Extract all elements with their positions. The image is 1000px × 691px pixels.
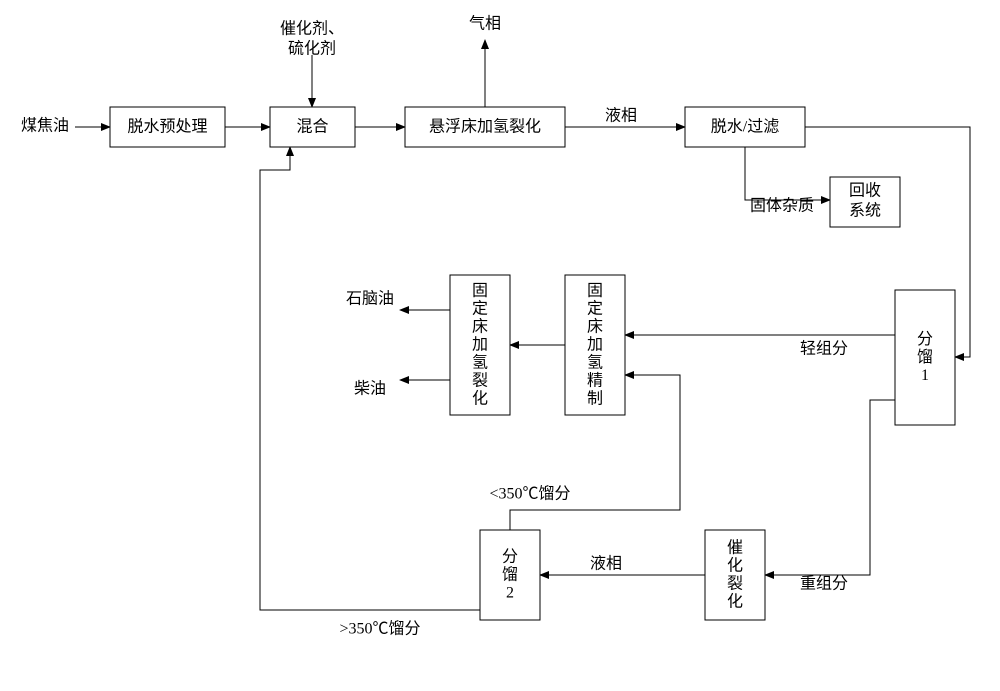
refine-label: 定 [587, 300, 603, 318]
gas: 气相 [469, 15, 501, 33]
heavy: 重组分 [800, 575, 848, 593]
liquid2: 液相 [590, 555, 622, 573]
refine-label: 床 [587, 318, 603, 336]
flowchart-canvas: 煤焦油脱水预处理混合催化剂、硫化剂悬浮床加氢裂化气相液相脱水/过滤固体杂质回收系… [0, 0, 1000, 691]
dehydrate: 脱水预处理 [110, 107, 225, 147]
slurry-label: 悬浮床加氢裂化 [429, 118, 541, 136]
dewater: 脱水/过滤 [685, 107, 805, 147]
gt350: >350℃馏分 [339, 620, 420, 638]
catcrack-label: 化 [727, 593, 743, 611]
frac1-label: 分 [917, 330, 933, 348]
crack-label: 化 [472, 390, 488, 408]
solids: 固体杂质 [750, 197, 814, 215]
frac2-gt350-to-mix [260, 147, 480, 610]
refine-label: 加 [587, 336, 603, 354]
crack-label: 加 [472, 336, 488, 354]
mix: 混合 [270, 107, 355, 147]
crack-label: 氢 [472, 354, 488, 372]
refine-label: 固 [587, 283, 603, 300]
catalyst: 硫化剂 [288, 40, 336, 58]
refine-label: 精 [587, 372, 603, 390]
recycle-label: 系统 [849, 202, 881, 220]
crack-label: 固 [472, 283, 488, 300]
catalyst: 催化剂、 [280, 20, 344, 38]
refine: 固定床加氢精制 [565, 275, 625, 415]
frac2-label: 分 [502, 548, 518, 566]
liquid1: 液相 [605, 107, 637, 125]
dewater-to-recycle [745, 147, 830, 200]
crack-label: 裂 [472, 372, 488, 390]
dehydrate-label: 脱水预处理 [127, 118, 207, 136]
slurry: 悬浮床加氢裂化 [405, 107, 565, 147]
refine-label: 氢 [587, 354, 603, 372]
frac1-heavy-to-cat [765, 400, 895, 575]
mix-label: 混合 [296, 118, 328, 136]
frac2-label: 2 [506, 585, 514, 602]
lt350: <350℃馏分 [489, 485, 570, 503]
feed: 煤焦油 [21, 117, 69, 135]
light: 轻组分 [800, 340, 848, 358]
frac1: 分馏1 [895, 290, 955, 425]
catcrack: 催化裂化 [705, 530, 765, 620]
crack-label: 床 [472, 318, 488, 336]
frac1-label: 1 [921, 367, 929, 384]
frac1-label: 馏 [917, 348, 933, 366]
recycle-label: 回收 [849, 182, 881, 200]
catcrack-label: 催 [727, 539, 743, 557]
crack: 固定床加氢裂化 [450, 275, 510, 415]
naphtha: 石脑油 [346, 290, 394, 308]
refine-label: 制 [587, 390, 603, 408]
diesel: 柴油 [354, 380, 386, 398]
frac2-label: 馏 [502, 566, 518, 584]
catcrack-label: 裂 [727, 575, 743, 593]
frac2: 分馏2 [480, 530, 540, 620]
recycle: 回收系统 [830, 177, 900, 227]
catcrack-label: 化 [727, 557, 743, 575]
dewater-label: 脱水/过滤 [711, 118, 779, 136]
crack-label: 定 [472, 300, 488, 318]
